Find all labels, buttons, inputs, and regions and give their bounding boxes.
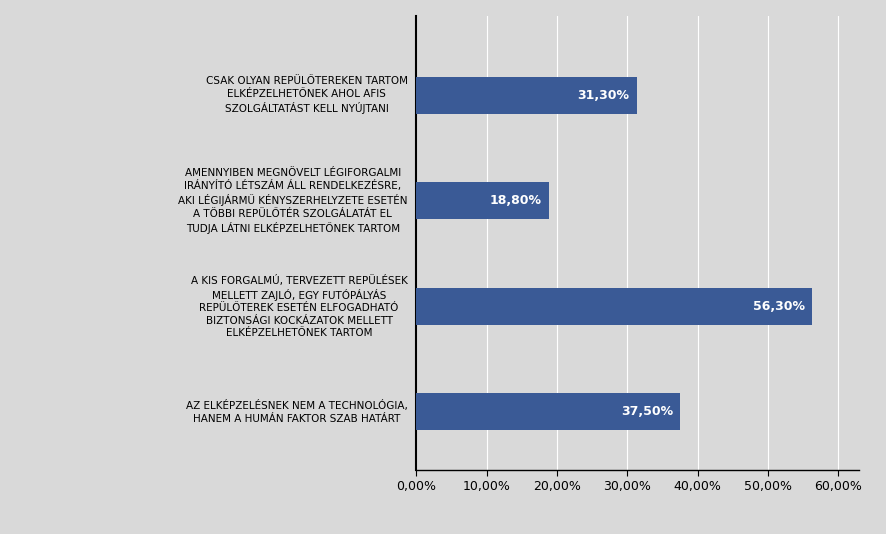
Text: 56,30%: 56,30%: [753, 300, 805, 313]
Text: 37,50%: 37,50%: [621, 405, 673, 418]
Text: CSAK OLYAN REPÜLŐTEREKEN TARTOM
ELKÉPZELHETŐNEK AHOL AFIS
SZOLGÁLTATÁST KELL NYÚ: CSAK OLYAN REPÜLŐTEREKEN TARTOM ELKÉPZEL…: [206, 76, 408, 114]
Text: AZ ELKÉPZELÉSNEK NEM A TECHNOLÓGIA,
HANEM A HUMÁN FAKTOR SZAB HATÁRT: AZ ELKÉPZELÉSNEK NEM A TECHNOLÓGIA, HANE…: [186, 400, 408, 423]
Bar: [416, 394, 680, 430]
Bar: [416, 77, 636, 114]
Text: AMENNYIBEN MEGNÖVELT LÉGIFORGALMI
IRÁNYÍTÓ LÉTSZÁM ÁLL RENDELKEZÉSRE,
AKI LÉGIJÁ: AMENNYIBEN MEGNÖVELT LÉGIFORGALMI IRÁNYÍ…: [178, 168, 408, 234]
Text: A KIS FORGALMÚ, TERVEZETT REPÜLÉSEK
MELLETT ZAJLÓ, EGY FUTÓPÁLYÁS
REPÜLŐTEREK ES: A KIS FORGALMÚ, TERVEZETT REPÜLÉSEK MELL…: [190, 274, 408, 338]
Bar: [416, 182, 548, 219]
Text: 18,80%: 18,80%: [490, 194, 541, 207]
Text: 31,30%: 31,30%: [578, 89, 629, 101]
Bar: [416, 288, 812, 325]
